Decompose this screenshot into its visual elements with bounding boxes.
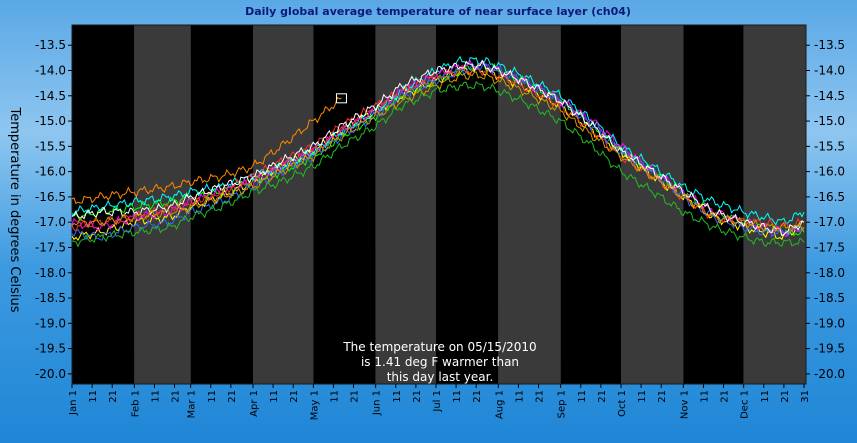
series-line — [71, 96, 342, 205]
month-band — [620, 25, 684, 384]
y-tick-label: -16.5 — [35, 190, 66, 204]
x-tick-label: Oct 1 — [617, 390, 628, 417]
y-tick-label: -18.0 — [35, 266, 66, 280]
x-tick-label: 21 — [780, 390, 791, 403]
x-tick-label: 11 — [329, 390, 340, 403]
y-tick-label: -19.5 — [35, 342, 66, 356]
annotation: The temperature on 05/15/2010 is 1.41 de… — [342, 340, 536, 384]
series-line — [71, 55, 805, 226]
y-axis-right: -13.5 -14.0 -14.5 -15.0 -15.5 -16.0 -16.5 -17.0… — [806, 38, 845, 381]
x-tick-label: 11 — [514, 390, 525, 403]
x-tick-label: 11 — [699, 390, 710, 403]
month-band — [375, 25, 436, 384]
x-tick-label: Mar 1 — [187, 390, 198, 418]
month-bands — [72, 25, 806, 384]
month-band — [190, 25, 253, 384]
x-tick-label: 21 — [472, 390, 483, 403]
y-tick-label: -20.0 — [35, 367, 66, 381]
x-tick-label: Jun 1 — [372, 390, 383, 416]
y-axis-left: -13.5 -14.0 -14.5 -15.0 -15.5 -16.0 -16.5 -17.0… — [35, 38, 72, 381]
annotation-line-1: The temperature on 05/15/2010 — [342, 340, 536, 354]
series-line — [71, 71, 805, 233]
y-tick-label-right: -17.0 — [814, 215, 845, 229]
y-tick-label-right: -19.0 — [814, 316, 845, 330]
x-tick-label: 11 — [577, 390, 588, 403]
x-tick-label: 21 — [597, 390, 608, 403]
x-tick-label: 11 — [269, 390, 280, 403]
y-tick-label-right: -19.5 — [814, 342, 845, 356]
y-tick-label-right: -16.0 — [814, 165, 845, 179]
x-tick-label: 21 — [350, 390, 361, 403]
y-tick-label-right: -15.5 — [814, 139, 845, 153]
y-tick-label: -17.5 — [35, 240, 66, 254]
x-tick-label: Nov 1 — [679, 390, 690, 419]
annotation-line-3: this day last year. — [387, 370, 494, 384]
y-tick-label-right: -17.5 — [814, 240, 845, 254]
x-tick-label: 11 — [207, 390, 218, 403]
y-tick-label: -18.5 — [35, 291, 66, 305]
plot-area-border — [71, 24, 807, 385]
y-tick-label: -17.0 — [35, 215, 66, 229]
y-tick-label: -14.0 — [35, 64, 66, 78]
y-tick-label-right: -14.0 — [814, 64, 845, 78]
x-tick-label: Sep 1 — [557, 390, 568, 418]
x-tick-label: 21 — [535, 390, 546, 403]
month-band — [743, 25, 806, 384]
y-tick-label-right: -14.5 — [814, 89, 845, 103]
y-tick-label: -19.0 — [35, 316, 66, 330]
x-tick-label: Aug 1 — [494, 390, 505, 419]
x-tick-label: Jan 1 — [68, 390, 79, 416]
y-tick-label: -16.0 — [35, 165, 66, 179]
y-tick-label-right: -13.5 — [814, 38, 845, 52]
y-tick-label-right: -18.0 — [814, 266, 845, 280]
x-tick-label: 21 — [412, 390, 423, 403]
x-tick-label: Feb 1 — [130, 390, 141, 417]
month-band — [72, 25, 135, 384]
y-tick-label-right: -16.5 — [814, 190, 845, 204]
x-tick-label: 21 — [657, 390, 668, 403]
x-tick-label: 21 — [171, 390, 182, 403]
y-tick-label: -14.5 — [35, 89, 66, 103]
month-band — [252, 25, 314, 384]
x-tick-label: 21 — [289, 390, 300, 403]
chart-title: Daily global average temperature of near… — [245, 5, 631, 18]
x-tick-label: 21 — [720, 390, 731, 403]
month-band — [134, 25, 191, 384]
y-tick-label: -13.5 — [35, 38, 66, 52]
x-tick-label: Dec 1 — [740, 390, 751, 419]
series-lines — [71, 55, 805, 248]
month-band — [560, 25, 621, 384]
x-tick-label: 31 — [800, 390, 811, 403]
month-band — [313, 25, 376, 384]
y-tick-label: -15.5 — [35, 139, 66, 153]
y-axis-label: Temperature in degrees Celsius — [7, 106, 22, 312]
x-tick-label: 11 — [150, 390, 161, 403]
annotation-line-2: is 1.41 deg F warmer than — [361, 355, 519, 369]
x-tick-label: 11 — [88, 390, 99, 403]
x-tick-label: 11 — [760, 390, 771, 403]
highlight-marker — [335, 93, 347, 104]
x-tick-label: 11 — [637, 390, 648, 403]
series-line — [71, 59, 805, 237]
y-tick-label-right: -15.0 — [814, 114, 845, 128]
x-tick-label: 21 — [108, 390, 119, 403]
y-tick-label-right: -20.0 — [814, 367, 845, 381]
x-tick-label: 21 — [227, 390, 238, 403]
x-tick-label: May 1 — [309, 390, 320, 420]
x-tick-label: 11 — [392, 390, 403, 403]
x-tick-label: 11 — [452, 390, 463, 403]
x-axis: Jan 1 11 21 Feb 1 11 21 Mar 1 11 21 Apr 1 11 21 May … — [68, 384, 811, 420]
y-tick-label: -15.0 — [35, 114, 66, 128]
x-tick-label: Jul 1 — [432, 390, 443, 413]
y-tick-label-right: -18.5 — [814, 291, 845, 305]
x-tick-label: Apr 1 — [249, 390, 260, 417]
